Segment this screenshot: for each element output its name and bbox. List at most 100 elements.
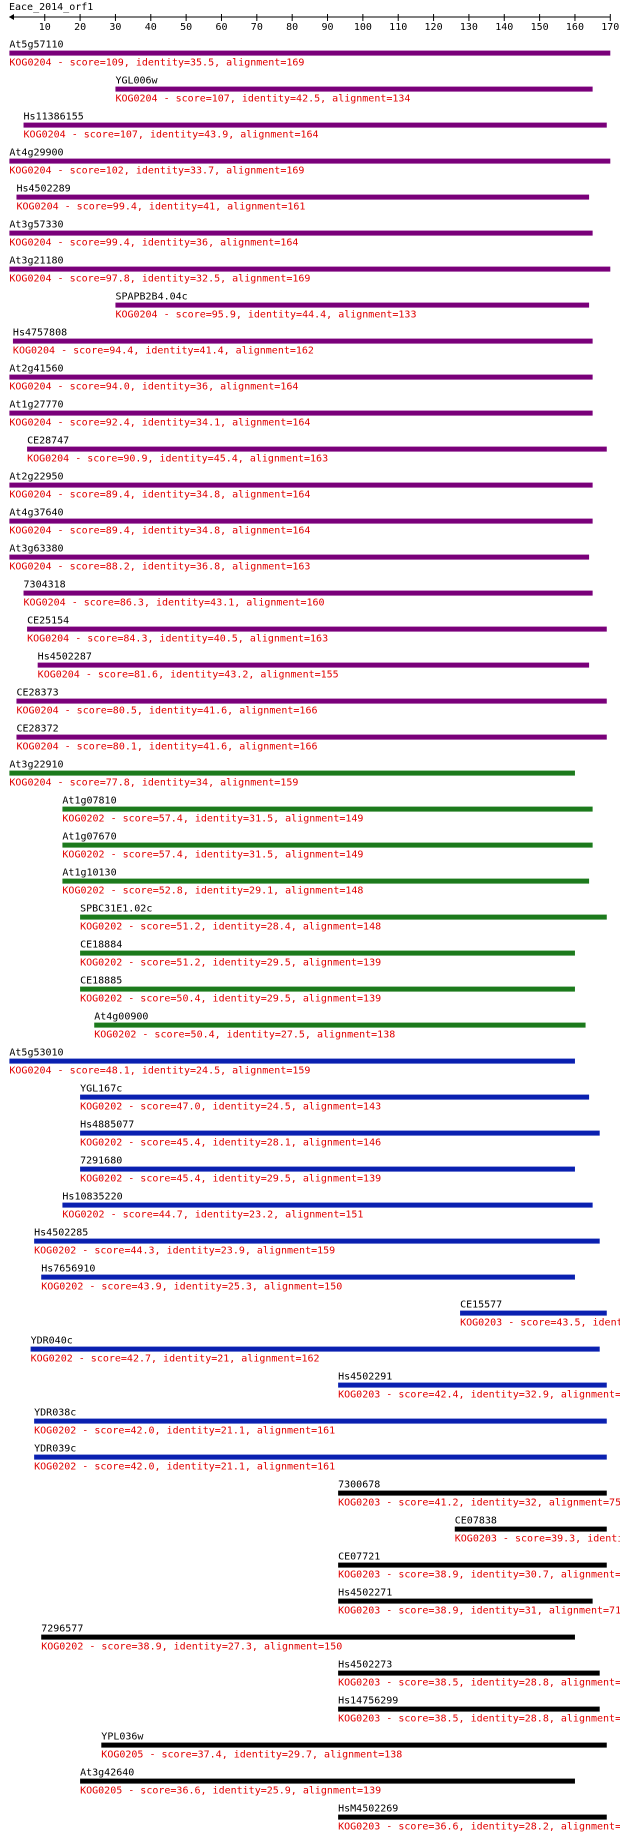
hit-bar [62,806,593,812]
hit-label: KOG0204 - score=99.4, identity=36, align… [9,238,298,249]
hit-label: KOG0202 - score=42.0, identity=21.1, ali… [34,1462,335,1473]
hit-name: CE18884 [80,940,122,951]
hit-bar [34,1418,607,1424]
hit-name: Hs4502271 [338,1588,392,1599]
hit-name: Hs7656910 [41,1264,95,1275]
ruler-tick-label: 70 [251,22,263,33]
ruler-tick-label: 160 [566,22,584,33]
hit-label: KOG0204 - score=94.0, identity=36, align… [9,382,298,393]
hit-bar [338,1490,607,1496]
hit-label: KOG0204 - score=97.8, identity=32.5, ali… [9,274,310,285]
hit-name: At1g07810 [62,796,116,807]
hit-label: KOG0202 - score=50.4, identity=29.5, ali… [80,994,381,1005]
hit-bar [27,446,607,452]
hit-label: KOG0204 - score=80.1, identity=41.6, ali… [16,742,317,753]
hit-label: KOG0203 - score=38.5, identity=28.8, ali… [338,1678,620,1689]
ruler-tick-label: 90 [322,22,334,33]
hit-bar [338,1670,600,1676]
ruler-tick-label: 60 [215,22,227,33]
hit-name: At4g29900 [9,148,63,159]
ruler-tick-label: 50 [180,22,192,33]
hit-bar [9,518,593,524]
hit-name: 7291680 [80,1156,122,1167]
hit-bar [460,1310,607,1316]
hit-name: Hs11386155 [24,112,84,123]
hit-label: KOG0202 - score=47.0, identity=24.5, ali… [80,1102,381,1113]
hit-bar [9,1058,575,1064]
hit-label: KOG0204 - score=107, identity=43.9, alig… [24,130,319,141]
hit-label: KOG0203 - score=36.6, identity=28.2, ali… [338,1822,620,1833]
hit-bar [80,950,575,956]
hit-name: At3g21180 [9,256,63,267]
hit-name: CE28747 [27,436,69,447]
hit-label: KOG0204 - score=102, identity=33.7, alig… [9,166,304,177]
hit-bar [454,1526,607,1532]
hit-label: KOG0205 - score=37.4, identity=29.7, ali… [101,1750,402,1761]
hit-bar [23,122,607,128]
hit-bar [9,50,611,56]
hit-label: KOG0204 - score=94.4, identity=41.4, ali… [13,346,314,357]
ruler-tick-label: 100 [354,22,372,33]
hit-name: CE28373 [16,688,58,699]
hit-name: At3g42640 [80,1768,134,1779]
hit-name: YDR038c [34,1408,76,1419]
hit-label: KOG0204 - score=77.8, identity=34, align… [9,778,298,789]
hit-label: KOG0204 - score=81.6, identity=43.2, ali… [38,670,339,681]
hit-name: At2g22950 [9,472,63,483]
hit-bar [16,698,607,704]
hit-label: KOG0202 - score=57.4, identity=31.5, ali… [62,814,363,825]
hit-label: KOG0204 - score=95.9, identity=44.4, ali… [115,310,416,321]
hit-name: Hs10835220 [62,1192,122,1203]
hit-label: KOG0203 - score=38.5, identity=28.8, ali… [338,1714,620,1725]
hit-label: KOG0204 - score=80.5, identity=41.6, ali… [16,706,317,717]
query-title: Eace_2014_orf1 [9,2,93,13]
hit-name: Hs4502287 [38,652,92,663]
hit-name: 7304318 [24,580,66,591]
hit-label: KOG0202 - score=42.7, identity=21, align… [31,1354,320,1365]
hit-bar [9,374,593,380]
hit-label: KOG0202 - score=57.4, identity=31.5, ali… [62,850,363,861]
hit-label: KOG0203 - score=43.5, ident [460,1318,620,1329]
hit-label: KOG0202 - score=43.9, identity=25.3, ali… [41,1282,342,1293]
hit-label: KOG0204 - score=89.4, identity=34.8, ali… [9,526,310,537]
ruler-tick-label: 120 [425,22,443,33]
ruler-tick-label: 110 [389,22,407,33]
hit-name: CE07838 [455,1516,497,1527]
ruler-tick-label: 170 [601,22,619,33]
hit-bar [115,86,593,92]
hit-label: KOG0202 - score=45.4, identity=28.1, ali… [80,1138,381,1149]
hit-name: CE28372 [16,724,58,735]
hit-label: KOG0204 - score=109, identity=35.5, alig… [9,58,304,69]
hit-bar [9,482,593,488]
hit-name: At1g07670 [62,832,116,843]
hit-name: Hs4502273 [338,1660,392,1671]
hit-label: KOG0202 - score=51.2, identity=29.5, ali… [80,958,381,969]
hit-bar [338,1562,607,1568]
hit-name: At4g37640 [9,508,63,519]
hit-bar [80,1130,600,1136]
hit-name: At4g00900 [94,1012,148,1023]
hit-name: Hs4757808 [13,328,67,339]
hit-bar [9,230,593,236]
hit-bar [9,554,590,560]
hit-name: YDR039c [34,1444,76,1455]
hit-label: KOG0204 - score=90.9, identity=45.4, ali… [27,454,328,465]
hit-name: At2g41560 [9,364,63,375]
hit-label: KOG0204 - score=92.4, identity=34.1, ali… [9,418,310,429]
hit-label: KOG0203 - score=38.9, identity=30.7, ali… [338,1570,620,1581]
hit-label: KOG0204 - score=89.4, identity=34.8, ali… [9,490,310,501]
ruler-tick-label: 30 [109,22,121,33]
hit-label: KOG0203 - score=42.4, identity=32.9, ali… [338,1390,620,1401]
hit-name: At5g57110 [9,40,63,51]
hit-label: KOG0202 - score=45.4, identity=29.5, ali… [80,1174,381,1185]
hit-bar [338,1814,607,1820]
hit-name: HsM4502269 [338,1804,398,1815]
hit-label: KOG0202 - score=38.9, identity=27.3, ali… [41,1642,342,1653]
hit-bar [9,770,575,776]
hit-bar [12,338,593,344]
hit-bar [338,1382,607,1388]
hit-name: At3g63380 [9,544,63,555]
hit-bar [80,1166,575,1172]
ruler-tick-label: 80 [286,22,298,33]
